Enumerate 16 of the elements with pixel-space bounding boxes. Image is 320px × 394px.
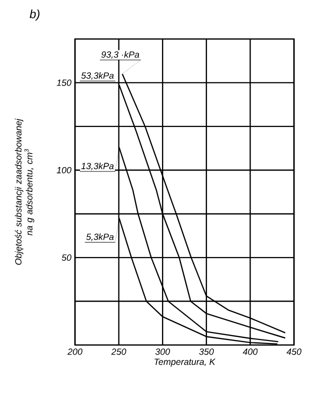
y-axis-title: Objętość substancji zaadsorbowanej na g adsorbentu, cm$^{3}$ (14, 118, 34, 265)
x-tick-label: 450 (286, 348, 302, 355)
text: 93,3 ·kPa (101, 51, 140, 59)
x-tick-label: 200 (67, 348, 82, 355)
y-tick-label: 100 (56, 166, 72, 174)
series-label: 5,3kPa (86, 233, 114, 242)
chart-title: b) (30, 10, 40, 21)
y-tick-label: 50 (62, 254, 72, 261)
x-tick-label: 300 (155, 348, 170, 355)
x-tick-label: 250 (111, 348, 126, 355)
x-axis-title: Temperatura, K (154, 358, 216, 367)
series-label: 53,3kPa (81, 72, 114, 80)
series-label: 13,3kPa (81, 162, 114, 170)
x-tick-label: 350 (199, 348, 214, 355)
y-tick-label: 150 (56, 80, 72, 86)
x-tick-label: 400 (242, 348, 258, 355)
